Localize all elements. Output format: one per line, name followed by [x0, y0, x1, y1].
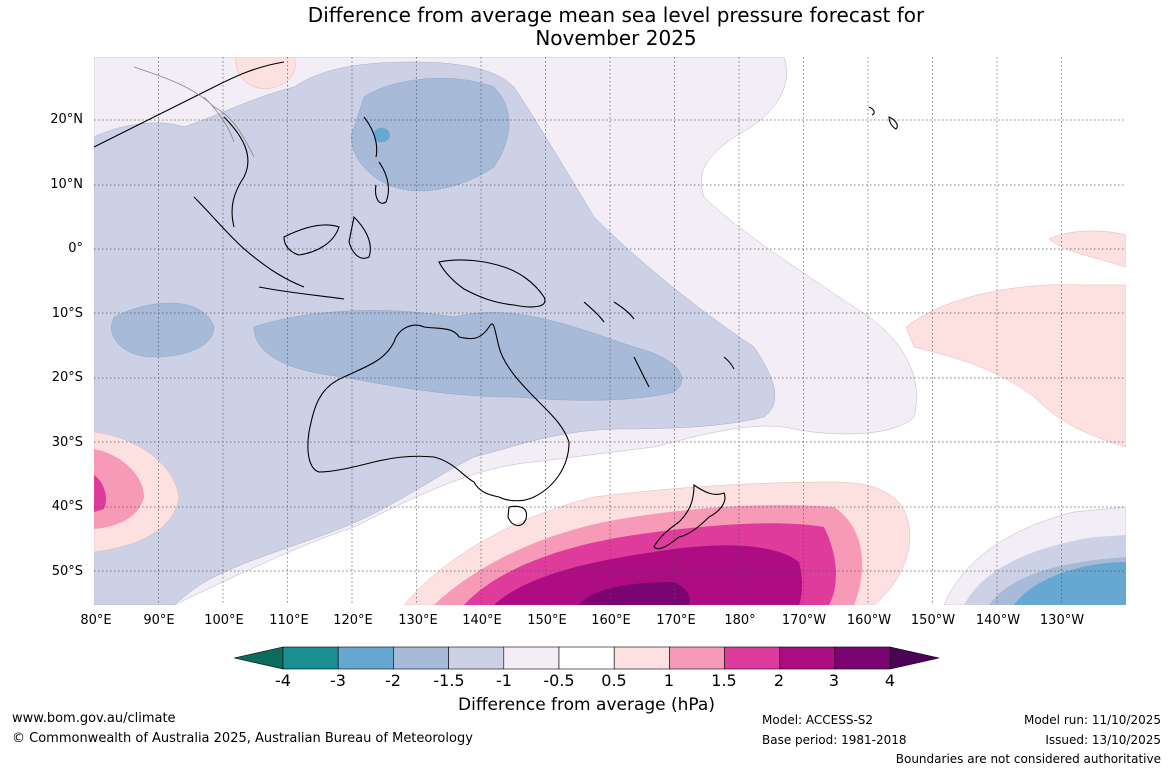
- colorbar-cell: [558, 646, 615, 670]
- colorbar-cell: [393, 646, 449, 670]
- lon-label: 90°E: [143, 613, 175, 628]
- lon-label: 150°E: [527, 613, 567, 628]
- lon-label: 100°E: [204, 613, 244, 628]
- graticule: [94, 57, 1126, 605]
- colorbar: [234, 646, 940, 670]
- southeast-asia: [94, 61, 285, 228]
- lat-label: 20°N: [50, 112, 83, 127]
- colorbar-cell: [282, 646, 339, 670]
- colorbar-tick: 0.5: [601, 671, 627, 690]
- lon-label: 180°: [724, 613, 756, 628]
- papua-new-guinea: [438, 259, 546, 308]
- lon-label: 140°E: [462, 613, 502, 628]
- map-canvas: [94, 57, 1126, 605]
- colorbar-cell: [834, 646, 891, 670]
- colorbar-cells: [234, 646, 940, 670]
- lat-label: 20°S: [51, 370, 83, 385]
- philippines: [363, 116, 389, 204]
- tasmania: [507, 505, 528, 527]
- lon-label: 110°E: [269, 613, 309, 628]
- colorbar-tick: 2: [773, 671, 785, 690]
- base-period: Base period: 1981-2018: [762, 733, 907, 747]
- boundaries-disclaimer: Boundaries are not considered authoritat…: [895, 752, 1161, 766]
- country-borders: [133, 66, 255, 158]
- lon-label: 170°E: [656, 613, 696, 628]
- lat-label: 40°S: [51, 499, 83, 514]
- colorbar-label: Difference from average (hPa): [458, 695, 715, 715]
- colorbar-tick: 3: [828, 671, 840, 690]
- colorbar-tick: -2: [385, 671, 401, 690]
- lon-label: 120°E: [333, 613, 373, 628]
- website-link[interactable]: www.bom.gov.au/climate: [12, 711, 176, 726]
- coastlines: [94, 61, 898, 550]
- hawaii: [868, 106, 898, 130]
- forecast-map: [94, 57, 1126, 605]
- colorbar-tick: -1: [496, 671, 512, 690]
- colorbar-tick: 1.5: [711, 671, 737, 690]
- copyright-notice: © Commonwealth of Australia 2025, Austra…: [12, 731, 473, 746]
- colorbar-cell: [503, 646, 560, 670]
- lat-label: 30°S: [51, 435, 83, 450]
- lon-label: 170°W: [781, 613, 827, 628]
- title-line-1: Difference from average mean sea level p…: [307, 3, 925, 27]
- colorbar-tick: -1.5: [433, 671, 465, 690]
- title-line-2: November 2025: [535, 26, 697, 50]
- model-run-date: Model run: 11/10/2025: [1023, 713, 1161, 727]
- anomaly-region-southeast-pacific-2: [1014, 562, 1126, 605]
- model-name: Model: ACCESS-S2: [762, 713, 874, 727]
- anomaly-region-plus-0.5-east-pacific: [905, 284, 1126, 448]
- colorbar-cell: [234, 646, 284, 670]
- anomaly-region-plus-0.5-north: [235, 57, 296, 90]
- australia-continent: [307, 323, 570, 502]
- anomaly-region-plus-2-tasman: [494, 545, 803, 605]
- lon-label: 140°W: [975, 613, 1021, 628]
- colorbar-cell: [448, 646, 505, 670]
- chart-title: Difference from average mean sea level p…: [0, 4, 1173, 50]
- colorbar-cell: [613, 646, 670, 670]
- indonesia: [193, 196, 371, 300]
- anomaly-region-plus-1.5-west: [94, 475, 106, 512]
- lat-label: 50°S: [51, 564, 83, 579]
- anomaly-region-minus-2: [374, 127, 390, 143]
- pacific-islands: [583, 301, 735, 388]
- anomaly-region-plus-3-tasman: [579, 582, 691, 605]
- lon-label: 130°E: [398, 613, 438, 628]
- colorbar-tick: -0.5: [543, 671, 575, 690]
- colorbar-cell: [724, 646, 781, 670]
- lat-label: 10°N: [50, 177, 83, 192]
- lon-label: 160°W: [846, 613, 892, 628]
- colorbar-tick: 4: [884, 671, 896, 690]
- lon-label: 130°W: [1039, 613, 1085, 628]
- colorbar-cell: [337, 646, 394, 670]
- anomaly-region-plus-1-west: [94, 449, 144, 529]
- colorbar-tick: -3: [330, 671, 346, 690]
- lat-label: 10°S: [51, 306, 83, 321]
- lon-label: 80°E: [80, 613, 112, 628]
- colorbar-tick: 1: [663, 671, 675, 690]
- lat-label: 0°: [68, 241, 83, 256]
- colorbar-cell: [889, 646, 940, 670]
- colorbar-cell: [669, 646, 725, 670]
- lon-label: 150°W: [910, 613, 956, 628]
- issued-date: Issued: 13/10/2025: [1045, 733, 1161, 747]
- colorbar-tick: -4: [275, 671, 291, 690]
- lon-label: 160°E: [591, 613, 631, 628]
- colorbar-cell: [779, 646, 836, 670]
- new-zealand: [653, 483, 726, 550]
